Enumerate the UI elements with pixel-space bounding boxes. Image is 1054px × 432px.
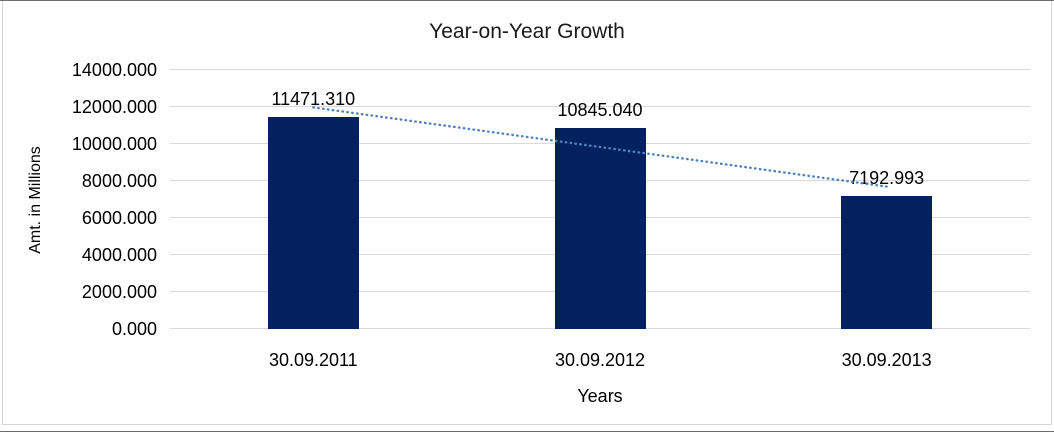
x-tick-label: 30.09.2012 bbox=[554, 350, 646, 370]
bar-30.09.2012 bbox=[554, 128, 646, 329]
y-tick-label: 6000.000 bbox=[81, 208, 157, 228]
y-tick-label: 8000.000 bbox=[81, 171, 157, 191]
gridline bbox=[170, 69, 1030, 70]
y-tick-label: 0.000 bbox=[111, 319, 157, 339]
y-tick-label: 4000.000 bbox=[81, 245, 157, 265]
x-tick-label: 30.09.2011 bbox=[268, 350, 358, 370]
y-tick-label: 12000.000 bbox=[71, 97, 157, 117]
data-label: 7192.993 bbox=[849, 167, 925, 188]
x-tick-label: 30.09.2013 bbox=[841, 350, 932, 370]
y-tick-label: 2000.000 bbox=[81, 282, 157, 302]
chart-title: Year-on-Year Growth bbox=[429, 20, 625, 43]
bar-30.09.2011 bbox=[267, 116, 359, 329]
data-label: 11471.310 bbox=[271, 88, 356, 109]
plot-area bbox=[170, 69, 1030, 329]
x-axis-title: Years bbox=[577, 386, 623, 406]
y-tick-label: 14000.000 bbox=[71, 60, 157, 80]
data-label: 10845.040 bbox=[557, 100, 643, 121]
bar-30.09.2013 bbox=[841, 195, 933, 329]
y-tick-label: 10000.000 bbox=[71, 134, 157, 154]
y-axis-title: Amt. in Millions bbox=[27, 146, 44, 254]
